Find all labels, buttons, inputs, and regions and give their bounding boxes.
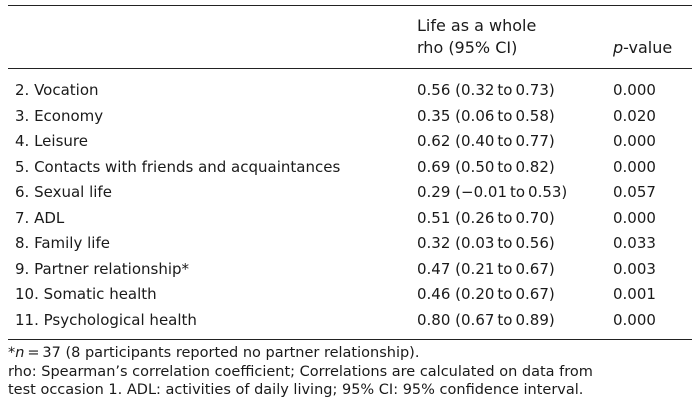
table-row: 7. ADL 0.51 (0.26 to 0.70) 0.000 <box>8 206 692 232</box>
row-item: 4. Leisure <box>15 132 88 150</box>
table-row: 10. Somatic health 0.46 (0.20 to 0.67) 0… <box>8 282 692 308</box>
header-p-rest: -value <box>623 38 673 57</box>
table-row: 4. Leisure 0.62 (0.40 to 0.77) 0.000 <box>8 129 692 155</box>
row-ci: 0.51 (0.26 to 0.70) <box>417 208 555 227</box>
footnote-n-italic: n <box>15 345 25 361</box>
table-row: 9. Partner relationship* 0.47 (0.21 to 0… <box>8 257 692 283</box>
row-p: 0.000 <box>613 132 656 150</box>
row-item: 3. Economy <box>15 106 104 125</box>
table-row: 3. Economy 0.35 (0.06 to 0.58) 0.020 <box>8 104 692 130</box>
header-life-as-whole: Life as a whole rho (95% CI) <box>417 15 536 59</box>
row-p: 0.000 <box>613 310 656 329</box>
table-row: 11. Psychological health 0.80 (0.67 to 0… <box>8 308 692 334</box>
table-body: 2. Vocation 0.56 (0.32 to 0.73) 0.000 3.… <box>8 69 692 339</box>
header-p-italic: p <box>613 38 624 57</box>
row-item: 5. Contacts with friends and acquaintanc… <box>15 157 341 176</box>
table-row: 5. Contacts with friends and acquaintanc… <box>8 155 692 181</box>
row-ci: 0.35 (0.06 to 0.58) <box>417 106 555 125</box>
table-row: 2. Vocation 0.56 (0.32 to 0.73) 0.000 <box>8 78 692 104</box>
row-p: 0.000 <box>613 81 656 99</box>
row-ci: 0.56 (0.32 to 0.73) <box>417 81 555 99</box>
table-header: Life as a whole rho (95% CI) p-value <box>8 6 692 68</box>
row-p: 0.001 <box>613 285 656 303</box>
header-p-value: p-value <box>613 37 672 59</box>
row-p: 0.020 <box>613 106 656 125</box>
row-ci: 0.32 (0.03 to 0.56) <box>417 234 555 252</box>
row-item: 10. Somatic health <box>15 285 157 303</box>
top-rule <box>8 5 692 6</box>
row-p: 0.000 <box>613 157 656 176</box>
row-p: 0.057 <box>613 183 656 201</box>
row-p: 0.000 <box>613 208 656 227</box>
row-ci: 0.80 (0.67 to 0.89) <box>417 310 555 329</box>
header-ci-line2: rho (95% CI) <box>417 38 518 57</box>
row-p: 0.033 <box>613 234 656 252</box>
row-ci: 0.46 (0.20 to 0.67) <box>417 285 555 303</box>
row-item: 7. ADL <box>15 208 65 227</box>
footnote-n-rest: = 37 (8 participants reported no partner… <box>24 345 420 361</box>
table-footnotes: *n = 37 (8 participants reported no part… <box>8 340 692 400</box>
row-ci: 0.47 (0.21 to 0.67) <box>417 259 555 278</box>
row-item: 2. Vocation <box>15 81 99 99</box>
table-row: 8. Family life 0.32 (0.03 to 0.56) 0.033 <box>8 231 692 257</box>
header-rule <box>8 68 692 69</box>
row-item: 11. Psychological health <box>15 310 197 329</box>
footnote-line: rho: Spearman’s correlation coefficient;… <box>8 363 593 380</box>
footnote-star: * <box>8 345 16 361</box>
header-ci-line1: Life as a whole <box>417 16 537 35</box>
row-ci: 0.69 (0.50 to 0.82) <box>417 157 555 176</box>
table-row: 6. Sexual life 0.29 (−0.01 to 0.53) 0.05… <box>8 180 692 206</box>
results-table: Life as a whole rho (95% CI) p-value 2. … <box>8 5 692 400</box>
footnote-line: test occasion 1. ADL: activities of dail… <box>8 382 584 398</box>
row-ci: 0.29 (−0.01 to 0.53) <box>417 183 568 201</box>
footnote-line: *n = 37 (8 participants reported no part… <box>8 344 692 363</box>
row-item: 6. Sexual life <box>15 183 112 201</box>
row-item: 8. Family life <box>15 234 110 252</box>
row-item: 9. Partner relationship* <box>15 259 190 278</box>
row-ci: 0.62 (0.40 to 0.77) <box>417 132 555 150</box>
row-p: 0.003 <box>613 259 656 278</box>
bottom-rule <box>8 339 692 340</box>
